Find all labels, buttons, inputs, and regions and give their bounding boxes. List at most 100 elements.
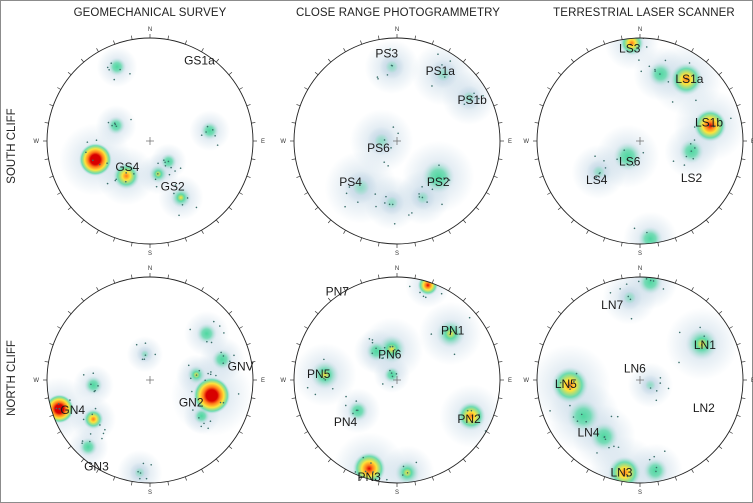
pole-point bbox=[154, 353, 157, 356]
pole-point bbox=[164, 161, 166, 164]
pole-point bbox=[119, 68, 121, 71]
density-contour bbox=[78, 143, 112, 177]
pole-point bbox=[391, 203, 394, 206]
pole-point bbox=[443, 177, 445, 179]
pole-point bbox=[667, 81, 670, 83]
direction-e: E bbox=[751, 139, 753, 145]
column-title-geomechanical: GEOMECHANICAL SURVEY bbox=[73, 7, 227, 19]
set-label: GS2 bbox=[161, 179, 185, 193]
degree-tick bbox=[131, 35, 133, 40]
direction-s: S bbox=[395, 251, 399, 257]
pole-point bbox=[382, 383, 384, 385]
degree-tick bbox=[113, 476, 116, 481]
pole-point bbox=[200, 425, 203, 428]
pole-point bbox=[595, 176, 597, 179]
degree-tick bbox=[475, 206, 480, 211]
degree-tick bbox=[557, 310, 562, 315]
density-contour bbox=[310, 360, 340, 390]
pole-point bbox=[55, 407, 58, 410]
degree-tick bbox=[304, 326, 308, 329]
degree-tick bbox=[251, 361, 256, 363]
degree-tick bbox=[431, 237, 434, 242]
pole-point bbox=[411, 212, 413, 214]
pole-point bbox=[441, 64, 443, 66]
pole-point bbox=[402, 465, 405, 468]
pole-point bbox=[157, 162, 159, 165]
pole-point bbox=[470, 409, 473, 412]
pole-point bbox=[440, 292, 443, 295]
pole-point bbox=[170, 166, 172, 169]
degree-tick bbox=[184, 476, 187, 481]
density-layer bbox=[294, 38, 500, 244]
pole-point bbox=[205, 131, 207, 133]
direction-n: N bbox=[395, 27, 399, 33]
degree-tick bbox=[448, 469, 451, 473]
pole-point bbox=[210, 371, 212, 373]
pole-point bbox=[200, 134, 203, 136]
degree-tick bbox=[49, 104, 54, 107]
pole-point bbox=[114, 179, 117, 182]
pole-point bbox=[418, 193, 420, 195]
degree-tick bbox=[462, 297, 467, 302]
degree-tick bbox=[621, 242, 623, 247]
degree-tick bbox=[167, 35, 169, 40]
set-label: GNV bbox=[228, 360, 254, 374]
degree-tick bbox=[167, 481, 169, 486]
pole-point bbox=[144, 342, 147, 344]
pole-point bbox=[448, 179, 451, 181]
degree-tick bbox=[239, 326, 243, 329]
degree-tick bbox=[486, 87, 490, 90]
degree-tick bbox=[475, 310, 480, 315]
degree-tick bbox=[167, 242, 169, 247]
degree-tick bbox=[691, 469, 694, 473]
direction-s: S bbox=[148, 490, 152, 496]
pole-point bbox=[572, 416, 575, 418]
density-contour bbox=[193, 407, 210, 425]
degree-tick bbox=[44, 158, 49, 160]
set-label: GS4 bbox=[115, 160, 139, 174]
degree-tick bbox=[304, 192, 308, 195]
pole-point bbox=[703, 335, 706, 337]
degree-tick bbox=[131, 242, 133, 247]
pole-point bbox=[107, 121, 110, 124]
degree-tick bbox=[44, 122, 49, 124]
degree-tick bbox=[718, 310, 723, 315]
degree-tick bbox=[718, 206, 723, 211]
pole-point bbox=[390, 372, 393, 374]
pole-point bbox=[385, 195, 387, 198]
degree-tick bbox=[539, 175, 544, 178]
set-label: LN1 bbox=[694, 338, 716, 352]
pole-point bbox=[209, 373, 212, 376]
pole-point bbox=[692, 157, 695, 160]
pole-point bbox=[344, 404, 347, 407]
density-contour bbox=[84, 375, 103, 395]
pole-point bbox=[386, 478, 388, 481]
density-contour bbox=[566, 399, 600, 433]
degree-tick bbox=[741, 158, 746, 160]
pole-point bbox=[655, 470, 657, 473]
degree-tick bbox=[534, 361, 539, 363]
degree-tick bbox=[131, 481, 133, 486]
pole-point bbox=[426, 201, 428, 203]
pole-point bbox=[220, 351, 222, 354]
pole-point bbox=[222, 401, 225, 404]
set-label: PS1b bbox=[458, 93, 488, 107]
degree-tick bbox=[547, 431, 551, 434]
degree-tick bbox=[414, 35, 416, 40]
pole-point bbox=[616, 158, 618, 161]
degree-tick bbox=[251, 397, 256, 399]
pole-point bbox=[633, 227, 636, 230]
pole-point bbox=[604, 167, 607, 169]
degree-tick bbox=[570, 58, 575, 63]
density-contour bbox=[83, 408, 104, 430]
degree-tick bbox=[246, 104, 251, 107]
density-contour bbox=[200, 121, 220, 140]
degree-tick bbox=[414, 242, 416, 247]
density-contour bbox=[379, 190, 405, 216]
pole-point bbox=[619, 288, 621, 290]
pole-point bbox=[189, 377, 192, 380]
pole-point bbox=[142, 462, 145, 465]
degree-tick bbox=[475, 71, 480, 76]
pole-point bbox=[665, 482, 668, 483]
degree-tick bbox=[539, 104, 544, 107]
